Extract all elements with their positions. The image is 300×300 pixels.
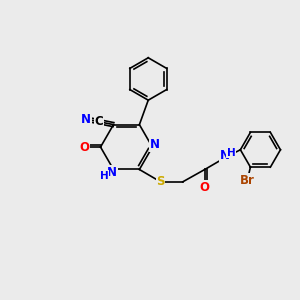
Text: O: O (200, 181, 210, 194)
Text: C: C (95, 115, 103, 128)
Text: N: N (150, 138, 160, 151)
Text: N: N (220, 149, 230, 162)
Text: O: O (79, 141, 89, 154)
Text: H: H (227, 148, 236, 158)
Text: N: N (107, 166, 117, 179)
Text: N: N (81, 112, 91, 126)
Text: H: H (100, 171, 108, 181)
Text: Br: Br (239, 174, 254, 187)
Text: S: S (156, 176, 165, 188)
